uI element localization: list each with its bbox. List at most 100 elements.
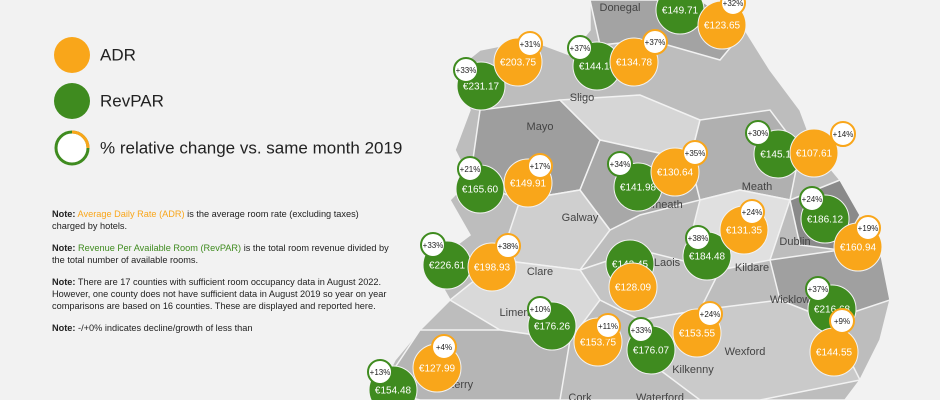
- note: Note: Average Daily Rate (ADR) is the av…: [52, 208, 392, 232]
- change-bubble: [457, 156, 483, 182]
- bubble-value: €184.48: [689, 252, 726, 263]
- note-label: Note:: [52, 323, 76, 333]
- note-text: There are 17 counties with sufficient ro…: [52, 277, 387, 311]
- county-label: Galway: [562, 212, 599, 224]
- change-label: +24%: [742, 208, 763, 217]
- change-label: +19%: [858, 224, 879, 233]
- note-label: Note:: [52, 243, 76, 253]
- change-label: +33%: [456, 66, 477, 75]
- change-bubble: [431, 334, 457, 360]
- change-label: +10%: [530, 305, 551, 314]
- bubble-value: €123.65: [704, 21, 741, 32]
- change-bubble: [697, 301, 723, 327]
- bubble-value: €128.09: [615, 283, 652, 294]
- legend-adr-swatch: [54, 37, 90, 73]
- county-label: Meath: [742, 181, 773, 193]
- legend-change: % relative change vs. same month 2019: [100, 138, 402, 157]
- change-label: +4%: [436, 343, 452, 352]
- bubble-value: €130.64: [657, 168, 694, 179]
- note: Note: -/+0% indicates decline/growth of …: [52, 322, 392, 334]
- legend-adr: ADR: [100, 45, 136, 64]
- county-label: Kilkenny: [672, 364, 714, 376]
- county-label: Kildare: [735, 262, 769, 274]
- county-label: Sligo: [570, 92, 594, 104]
- change-label: +35%: [685, 149, 706, 158]
- bubble-value: €203.75: [500, 58, 537, 69]
- change-label: +13%: [370, 368, 391, 377]
- legend-change-swatch-accent: [71, 130, 90, 149]
- county-label: Mayo: [527, 121, 554, 133]
- bubble-value: €231.17: [463, 82, 500, 93]
- bubble-value: €107.61: [796, 149, 833, 160]
- bubble-value: €198.93: [474, 263, 511, 274]
- change-bubble: [642, 29, 668, 55]
- note-text: is the average room rate (excluding taxe…: [52, 209, 359, 231]
- legend-revpar: RevPAR: [100, 91, 164, 110]
- bubble-value: €144.14: [579, 62, 616, 73]
- change-bubble: [745, 120, 771, 146]
- change-label: +33%: [423, 241, 444, 250]
- change-label: +21%: [460, 165, 481, 174]
- county-label: Clare: [527, 266, 553, 278]
- change-label: +34%: [610, 160, 631, 169]
- adr-bubble: [789, 128, 839, 178]
- adr-bubble: [608, 262, 658, 312]
- change-label: +37%: [645, 38, 666, 47]
- change-label: +31%: [520, 40, 541, 49]
- bubble-value: €127.99: [419, 364, 456, 375]
- change-label: +24%: [700, 310, 721, 319]
- change-bubble: [830, 121, 856, 147]
- bubble-value: €131.35: [726, 226, 763, 237]
- bubble-value: €145.11: [760, 150, 796, 161]
- change-bubble: [527, 153, 553, 179]
- change-bubble: [607, 151, 633, 177]
- change-label: +11%: [598, 322, 618, 331]
- note: Note: There are 17 counties with suffici…: [52, 276, 392, 312]
- change-label: +14%: [833, 130, 854, 139]
- bubble-value: €186.12: [807, 215, 844, 226]
- county-label: Dublin: [779, 236, 810, 248]
- change-bubble: [495, 233, 521, 259]
- note-term: Average Daily Rate (ADR): [77, 209, 185, 219]
- bubble-value: €176.07: [633, 346, 670, 357]
- bubble-value: €141.98: [620, 183, 657, 194]
- change-bubble: [367, 359, 393, 385]
- change-label: +37%: [570, 44, 591, 53]
- change-bubble: [799, 186, 825, 212]
- change-label: +38%: [688, 234, 709, 243]
- bubble-value: €226.61: [429, 261, 466, 272]
- change-bubble: [720, 0, 746, 16]
- change-label: +38%: [498, 242, 519, 251]
- change-label: +9%: [834, 317, 850, 326]
- bubble-value: €153.55: [679, 329, 716, 340]
- bubble-value: €134.78: [616, 58, 653, 69]
- change-label: +17%: [530, 162, 551, 171]
- note-text: is the total room revenue divided by the…: [52, 243, 389, 265]
- note-label: Note:: [52, 209, 76, 219]
- note-text: -/+0% indicates decline/growth of less t…: [78, 323, 253, 333]
- change-bubble: [829, 308, 855, 334]
- bubble-value: €144.55: [816, 348, 853, 359]
- change-label: +24%: [802, 195, 823, 204]
- notes: Note: Average Daily Rate (ADR) is the av…: [52, 208, 392, 344]
- county-label: Donegal: [600, 2, 641, 14]
- note-term: Revenue Per Available Room (RevPAR): [78, 243, 242, 253]
- change-bubble: [567, 35, 593, 61]
- bubble-value: €160.94: [840, 243, 877, 254]
- change-bubble: [453, 57, 479, 83]
- bubble-value: €216.68: [814, 305, 851, 316]
- county-label: Wexford: [725, 346, 766, 358]
- change-bubble: [628, 317, 654, 343]
- county-label: Wicklow: [770, 294, 810, 306]
- bubble-value: €149.91: [510, 179, 547, 190]
- change-bubble: [805, 276, 831, 302]
- change-label: +37%: [808, 285, 829, 294]
- bubble-value: €153.75: [580, 338, 617, 349]
- change-bubble: [517, 31, 543, 57]
- change-bubble: [682, 140, 708, 166]
- change-bubble: [595, 313, 621, 339]
- change-bubble: [685, 225, 711, 251]
- bubble-value: €176.26: [534, 322, 571, 333]
- county-label: Cork: [568, 392, 592, 400]
